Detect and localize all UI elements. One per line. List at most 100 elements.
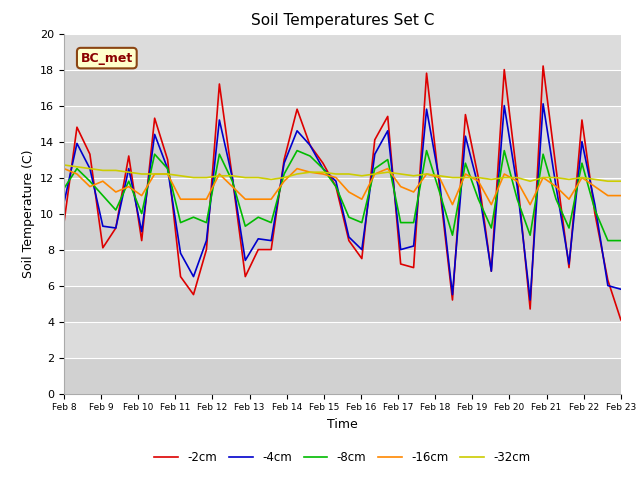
Bar — [64, 250, 621, 286]
-32cm — [268, 177, 275, 182]
-4cm — [552, 184, 560, 190]
-2cm — [86, 151, 93, 157]
Title: Soil Temperatures Set C: Soil Temperatures Set C — [251, 13, 434, 28]
-4cm — [216, 117, 223, 123]
-8cm — [254, 214, 262, 220]
-16cm — [99, 178, 107, 184]
-4cm — [151, 132, 159, 137]
-4cm — [306, 142, 314, 148]
-32cm — [358, 173, 365, 179]
-16cm — [565, 196, 573, 202]
-2cm — [60, 220, 68, 226]
-2cm — [540, 63, 547, 69]
Line: -32cm: -32cm — [64, 165, 621, 181]
-8cm — [461, 160, 469, 166]
-4cm — [99, 223, 107, 229]
-2cm — [474, 175, 482, 180]
-32cm — [474, 175, 482, 180]
-16cm — [410, 189, 417, 195]
-16cm — [319, 171, 327, 177]
-4cm — [228, 175, 236, 180]
-8cm — [552, 196, 560, 202]
-4cm — [164, 166, 172, 171]
X-axis label: Time: Time — [327, 418, 358, 431]
-16cm — [280, 178, 288, 184]
-8cm — [578, 160, 586, 166]
-2cm — [332, 184, 340, 190]
-32cm — [164, 171, 172, 177]
-16cm — [358, 196, 365, 202]
-8cm — [604, 238, 612, 243]
-16cm — [540, 175, 547, 180]
-16cm — [384, 166, 392, 171]
-32cm — [306, 169, 314, 175]
-8cm — [268, 220, 275, 226]
-32cm — [410, 173, 417, 179]
-2cm — [358, 256, 365, 262]
-32cm — [241, 175, 249, 180]
-8cm — [319, 166, 327, 171]
-8cm — [138, 211, 145, 216]
-32cm — [345, 171, 353, 177]
-2cm — [384, 113, 392, 119]
-4cm — [500, 103, 508, 108]
-4cm — [617, 286, 625, 292]
-4cm — [461, 133, 469, 139]
Line: -16cm: -16cm — [64, 168, 621, 204]
-16cm — [461, 171, 469, 177]
-8cm — [241, 223, 249, 229]
-8cm — [293, 148, 301, 154]
-16cm — [371, 171, 379, 177]
-8cm — [436, 189, 444, 195]
-8cm — [164, 166, 172, 171]
-4cm — [384, 128, 392, 133]
-2cm — [268, 247, 275, 252]
-4cm — [177, 251, 184, 256]
-2cm — [319, 160, 327, 166]
-32cm — [552, 175, 560, 180]
-2cm — [617, 317, 625, 323]
-16cm — [228, 184, 236, 190]
-2cm — [552, 166, 560, 171]
Line: -8cm: -8cm — [64, 151, 621, 240]
-4cm — [189, 274, 197, 279]
Text: BC_met: BC_met — [81, 51, 133, 65]
-32cm — [591, 177, 599, 182]
-8cm — [449, 232, 456, 238]
-8cm — [332, 184, 340, 190]
-2cm — [293, 106, 301, 112]
-32cm — [73, 164, 81, 170]
-2cm — [591, 211, 599, 216]
-16cm — [332, 175, 340, 180]
-8cm — [371, 166, 379, 171]
-8cm — [345, 214, 353, 220]
Bar — [64, 286, 621, 322]
Line: -4cm: -4cm — [64, 104, 621, 300]
-2cm — [203, 247, 211, 252]
-4cm — [526, 297, 534, 303]
-32cm — [151, 171, 159, 177]
Legend: -2cm, -4cm, -8cm, -16cm, -32cm: -2cm, -4cm, -8cm, -16cm, -32cm — [150, 446, 535, 469]
-16cm — [617, 192, 625, 199]
-8cm — [189, 214, 197, 220]
-2cm — [604, 277, 612, 283]
-32cm — [500, 175, 508, 180]
-32cm — [332, 171, 340, 177]
-8cm — [306, 153, 314, 159]
-16cm — [138, 192, 145, 199]
-4cm — [578, 139, 586, 144]
-8cm — [358, 220, 365, 226]
-8cm — [474, 196, 482, 202]
-4cm — [86, 166, 93, 171]
-4cm — [397, 247, 404, 252]
-16cm — [306, 169, 314, 175]
-4cm — [112, 225, 120, 231]
-4cm — [332, 178, 340, 184]
-16cm — [578, 175, 586, 180]
-16cm — [449, 202, 456, 207]
-16cm — [591, 184, 599, 190]
-32cm — [319, 169, 327, 175]
-32cm — [60, 162, 68, 168]
-4cm — [241, 257, 249, 263]
-2cm — [216, 81, 223, 87]
